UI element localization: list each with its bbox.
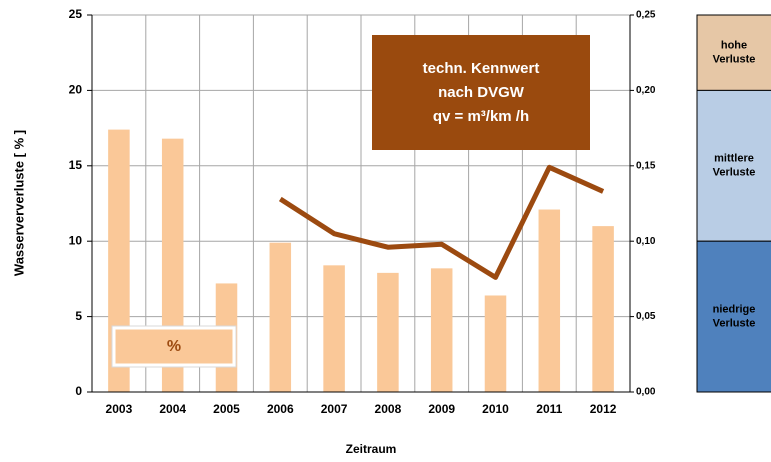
legend-line-label: qv = m³/km /h xyxy=(433,108,529,125)
y-tick-label: 20 xyxy=(69,83,83,97)
y-axis-label: Wasserververluste [ % ] xyxy=(11,130,26,276)
legend-bar-outline xyxy=(111,325,237,368)
y2-tick-label: 0,05 xyxy=(636,311,656,322)
y2-tick-label: 0,15 xyxy=(636,160,656,171)
band xyxy=(696,89,771,242)
y-tick-label: 5 xyxy=(75,309,82,323)
y-tick-label: 25 xyxy=(69,7,83,21)
bar xyxy=(323,265,345,392)
bar xyxy=(484,295,507,392)
x-tick-label: 2009 xyxy=(428,402,455,416)
band xyxy=(696,14,771,91)
x-tick-label: 2006 xyxy=(267,402,294,416)
y2-tick-label: 0,25 xyxy=(636,10,656,21)
x-tick-label: 2007 xyxy=(321,402,348,416)
legend-line-box xyxy=(372,35,590,150)
y2-tick-label: 0,00 xyxy=(636,387,656,398)
band-label: Verluste xyxy=(713,318,756,330)
band-label: hohe xyxy=(721,40,747,52)
y-tick-label: 10 xyxy=(69,233,83,247)
x-tick-label: 2003 xyxy=(106,402,133,416)
band-label: mittlere xyxy=(714,153,754,165)
x-tick-label: 2004 xyxy=(159,402,186,416)
y-tick-label: 0 xyxy=(75,384,82,398)
bar xyxy=(538,209,561,392)
x-tick-label: 2008 xyxy=(375,402,402,416)
line xyxy=(278,164,605,280)
y-tick-label: 15 xyxy=(69,158,83,172)
bar xyxy=(430,268,453,392)
legend-bar-label: % xyxy=(167,338,181,355)
x-axis-label: Zeitraum xyxy=(346,442,397,456)
legend-line-label: techn. Kennwert xyxy=(423,60,540,77)
x-tick-label: 2005 xyxy=(213,402,240,416)
band-label: niedrige xyxy=(713,304,756,316)
x-tick-label: 2012 xyxy=(590,402,617,416)
legend-line-label: nach DVGW xyxy=(438,84,525,101)
x-tick-label: 2011 xyxy=(536,402,562,416)
bar xyxy=(377,272,399,392)
y2-tick-label: 0,10 xyxy=(636,236,656,247)
band xyxy=(696,240,771,393)
y2-tick-label: 0,20 xyxy=(636,85,656,96)
legend-bar-swatch xyxy=(112,326,236,367)
bar xyxy=(592,226,614,392)
bar xyxy=(269,242,292,392)
x-tick-label: 2010 xyxy=(482,402,509,416)
band-label: Verluste xyxy=(713,167,756,179)
band-label: Verluste xyxy=(713,54,756,66)
